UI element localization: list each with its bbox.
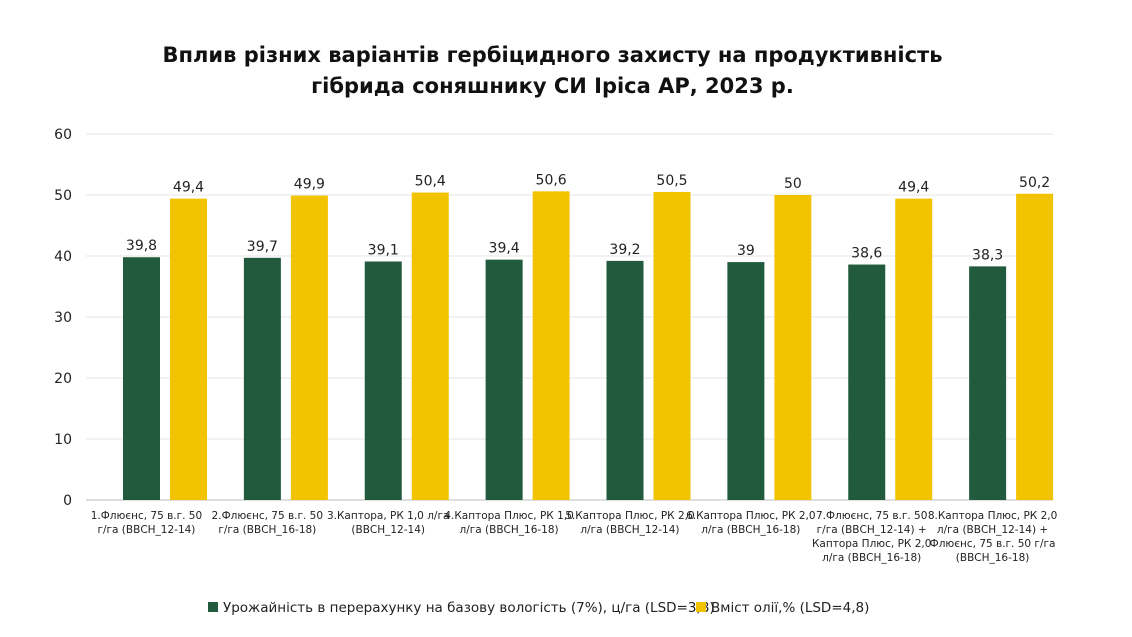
category-label-7-line-2: г/га (ВВСН_12-14) + <box>817 524 927 536</box>
y-tick-label-0: 0 <box>63 493 72 509</box>
data-label-series1-cat8: 38,3 <box>972 247 1003 263</box>
bar-series2-cat1 <box>170 198 207 500</box>
chart-title: Вплив різних варіантів гербіцидного захи… <box>0 40 1105 102</box>
data-label-series1-cat6: 39 <box>737 243 755 259</box>
bar-series1-cat8 <box>969 266 1007 500</box>
data-label-series2-cat1: 49,4 <box>173 180 204 196</box>
data-label-series2-cat2: 49,9 <box>294 177 325 193</box>
data-label-series2-cat3: 50,4 <box>415 174 446 190</box>
category-label-2-line-2: г/га (ВВСН_16-18) <box>218 524 316 536</box>
bar-series1-cat7 <box>848 264 886 500</box>
chart-title-line-2: гібрида соняшнику СИ Іріса АР, 2023 р. <box>311 74 794 98</box>
bar-series2-cat4 <box>532 191 570 500</box>
data-label-series2-cat7: 49,4 <box>898 180 929 196</box>
category-label-7-line-4: л/га (ВВСН_16-18) <box>822 552 921 564</box>
data-label-series1-cat2: 39,7 <box>247 239 278 255</box>
category-label-8-line-2: л/га (ВВСН_12-14) + <box>937 524 1048 536</box>
category-label-7-line-1: 7.Флюєнс, 75 в.г. 50 <box>816 510 927 522</box>
bar-series1-cat2 <box>243 257 281 500</box>
category-label-6-line-2: л/га (ВВСН_16-18) <box>701 524 800 536</box>
bar-series1-cat1 <box>123 257 160 500</box>
legend-label-series1: Урожайність в перерахунку на базову воло… <box>223 600 715 616</box>
bar-series2-cat7 <box>895 198 933 500</box>
legend-swatch-series2 <box>696 602 706 612</box>
legend-label-series2: Вміст олії,% (LSD=4,8) <box>711 600 869 616</box>
data-label-series1-cat4: 39,4 <box>489 241 520 257</box>
category-label-3-line-2: (ВВСН_12-14) <box>351 524 425 536</box>
data-label-series1-cat7: 38,6 <box>851 246 882 262</box>
data-label-series2-cat5: 50,5 <box>656 173 687 189</box>
data-label-series1-cat5: 39,2 <box>609 242 640 258</box>
category-label-5-line-1: 5.Каптора Плюс, РК 2,0 <box>565 510 694 522</box>
bar-series1-cat4 <box>485 259 523 500</box>
bar-series2-cat2 <box>290 195 328 501</box>
data-label-series2-cat6: 50 <box>784 176 802 192</box>
category-label-8-line-4: (ВВСН_16-18) <box>956 552 1030 564</box>
data-label-series2-cat8: 50,2 <box>1019 175 1050 191</box>
category-label-5-line-2: л/га (ВВСН_12-14) <box>580 524 679 536</box>
category-label-4-line-2: л/га (ВВСН_16-18) <box>460 524 559 536</box>
data-label-series1-cat3: 39,1 <box>368 242 399 258</box>
y-tick-label-60: 60 <box>54 127 72 143</box>
data-label-series2-cat4: 50,6 <box>536 172 567 188</box>
y-tick-label-10: 10 <box>54 432 72 448</box>
y-tick-label-40: 40 <box>54 249 72 265</box>
category-label-4-line-1: 4.Каптора Плюс, РК 1,0 <box>444 510 573 522</box>
data-label-series1-cat1: 39,8 <box>126 238 157 254</box>
category-label-8-line-1: 8.Каптора Плюс, РК 2,0 <box>928 510 1057 522</box>
bar-series1-cat3 <box>364 261 402 500</box>
category-label-1-line-1: 1.Флюєнс, 75 в.г. 50 <box>91 510 202 522</box>
category-label-6-line-1: 6.Каптора Плюс, РК 2,0 <box>686 510 815 522</box>
bar-series2-cat5 <box>653 191 691 500</box>
bar-series1-cat6 <box>727 262 765 500</box>
bar-series1-cat5 <box>606 260 644 500</box>
category-label-7-line-3: Каптора Плюс, РК 2,0 <box>812 538 931 550</box>
category-label-8-line-3: Флюєнс, 75 в.г. 50 г/га <box>930 538 1056 550</box>
legend-swatch-series1 <box>208 602 218 612</box>
y-tick-label-50: 50 <box>54 188 72 204</box>
bar-series2-cat6 <box>774 195 812 500</box>
category-label-3-line-1: 3.Каптора, РК 1,0 л/га <box>327 510 449 522</box>
y-tick-label-20: 20 <box>54 371 72 387</box>
chart-title-line-1: Вплив різних варіантів гербіцидного захи… <box>162 43 943 67</box>
category-label-2-line-1: 2.Флюєнс, 75 в.г. 50 <box>212 510 323 522</box>
category-label-1-line-2: г/га (ВВСН_12-14) <box>97 524 195 536</box>
bar-series2-cat3 <box>411 192 449 500</box>
y-tick-label-30: 30 <box>54 310 72 326</box>
bar-series2-cat8 <box>1016 193 1054 500</box>
